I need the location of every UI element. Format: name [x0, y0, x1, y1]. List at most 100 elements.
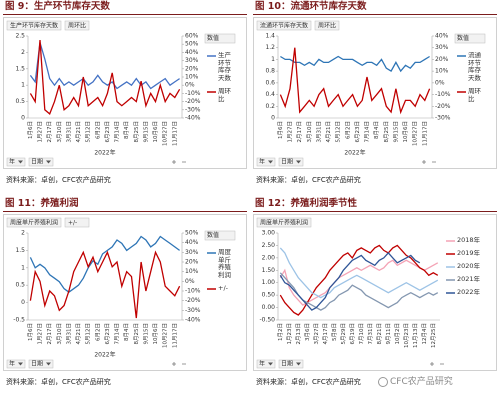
field-button	[64, 217, 90, 228]
legend-entry: 周环比	[218, 88, 231, 103]
x-tick-label: 10月6日	[152, 323, 159, 345]
legend-label: 2022年	[457, 289, 481, 296]
y2-tick-label: 10%	[185, 268, 199, 275]
y-tick-label: 2.50	[262, 242, 276, 249]
zoom-icons	[172, 160, 186, 164]
y2-tick-label: 50%	[185, 41, 199, 48]
y-tick-label: 0.2	[265, 103, 275, 110]
legend-entry: 2018年	[457, 237, 480, 244]
y-tick-label: 0.00	[262, 304, 276, 311]
series-line	[279, 259, 439, 306]
y2-tick-label: 20%	[185, 259, 199, 266]
x-tick-label: 6月2日	[94, 121, 101, 139]
x-tick-label: 10月2日	[394, 323, 401, 345]
x-tick-label: 3月27日	[313, 323, 320, 345]
legend-entry: +/-	[218, 285, 228, 292]
y-tick-label: 0.5	[15, 282, 25, 289]
legend-entry: 2019年	[457, 250, 480, 257]
x-tick-label: 8月25日	[133, 323, 140, 345]
watermark: CFC农产品研究	[378, 374, 453, 387]
x-tick-label: 1月6日	[27, 323, 34, 341]
x-tick-label: 3月31日	[315, 121, 322, 143]
y2-tick-label: -10%	[185, 90, 201, 97]
legend-label: 2020年	[457, 263, 481, 270]
legend-label: 2021年	[457, 276, 481, 283]
x-tick-label: 5月29日	[340, 323, 347, 345]
panel: 图 10：流通环节库存天数 流通环节库存天数 周环比 0 0.2 0.4 0.6 0.8 1 1.…	[253, 0, 497, 185]
x-tick-label: 6月2日	[344, 121, 351, 139]
x-tick-label: 12月25日	[430, 323, 437, 348]
y-tick-label: 0.6	[265, 79, 275, 86]
watermark-text: CFC农产品研究	[390, 377, 453, 387]
series-line	[29, 250, 181, 319]
x-tick-label: 9月15日	[142, 323, 149, 345]
source: 资料来源：卓创，CFC农产品研究	[6, 176, 111, 184]
x-tick-label: 9月15日	[142, 121, 149, 143]
x-tick-label: 1月23日	[286, 323, 293, 345]
series-line	[29, 235, 180, 294]
x-tick-label: 5月12日	[85, 323, 92, 345]
x-group-label: 2022年	[94, 149, 115, 157]
legend-label: 周环比	[218, 88, 231, 103]
x-tick-label: 12月4日	[421, 323, 428, 345]
x-tick-label: 2月17日	[46, 121, 53, 143]
field-button-label: 周度单斤养殖利润	[260, 219, 308, 227]
x-tick-label: 10月27日	[162, 323, 169, 348]
y2-tick-label: 0%	[435, 79, 445, 86]
y2-tick-label: -20%	[185, 98, 201, 105]
filter-button	[278, 157, 304, 167]
legend-entry: 2020年	[457, 263, 481, 270]
x-tick-label: 10月27日	[412, 121, 419, 146]
filter-button	[28, 359, 54, 369]
y2-tick-label: 40%	[185, 49, 199, 56]
legend-entry: 2021年	[457, 276, 481, 283]
legend-label: 周度单斤养殖利润	[218, 249, 231, 279]
legend-entry: 流通环节库存天数	[468, 52, 481, 81]
y-tick-label: 1.4	[265, 33, 275, 40]
x-group-label: 2022年	[94, 351, 115, 359]
x-tick-label: 1月2日	[277, 323, 284, 341]
x-tick-label: 2月13日	[295, 323, 302, 345]
y2-tick-label: -30%	[435, 115, 451, 122]
x-tick-label: 1月6日	[27, 121, 34, 139]
filter-button	[6, 157, 26, 167]
y2-tick-label: -20%	[435, 103, 451, 110]
x-tick-label: 8月25日	[383, 121, 390, 143]
filter-arrow	[18, 160, 23, 164]
zoom-icons	[430, 362, 444, 366]
source: 资料来源：卓创，CFC农产品研究	[6, 378, 111, 386]
y2-tick-label: 20%	[435, 56, 449, 63]
zoom-icons	[172, 362, 186, 366]
field-button-label: +/-	[68, 220, 77, 227]
filter-arrow	[296, 362, 301, 366]
y-tick-label: 0.5	[15, 98, 25, 105]
legend-entry: 生产环节库存天数	[218, 52, 231, 81]
x-tick-label: 11月13日	[412, 323, 419, 348]
y-tick-label: 2	[21, 49, 25, 56]
y-tick-label: 2.5	[15, 33, 25, 40]
y2-tick-label: -40%	[185, 317, 201, 324]
y-tick-label: 1.00	[262, 279, 276, 286]
figure-title: 图 9：生产环节库存天数	[3, 0, 247, 15]
filter-button-label: 日期	[281, 360, 293, 368]
filter-button	[256, 359, 276, 369]
figure-title: 图 11：养殖利润	[3, 197, 247, 212]
y2-tick-label: 40%	[435, 33, 449, 40]
x-tick-label: 7月14日	[114, 323, 121, 345]
x-tick-label: 11月17日	[421, 121, 428, 146]
x-tick-label: 4月21日	[75, 323, 82, 345]
x-tick-label: 1月27日	[37, 323, 44, 345]
y-tick-label: 3.00	[262, 230, 276, 237]
filter-button	[28, 157, 54, 167]
y-tick-label: 0	[21, 299, 25, 306]
field-button	[314, 20, 340, 31]
field-button	[256, 217, 312, 228]
x-tick-label: 8月4日	[373, 121, 380, 139]
legend-title-box	[204, 230, 236, 241]
x-tick-label: 4月21日	[325, 121, 332, 143]
y-tick-label: 1.5	[15, 65, 25, 72]
x-tick-label: 10月23日	[403, 323, 410, 348]
y2-tick-label: -10%	[185, 288, 201, 295]
filter-arrow	[18, 362, 23, 366]
x-tick-label: 11月17日	[171, 323, 178, 348]
